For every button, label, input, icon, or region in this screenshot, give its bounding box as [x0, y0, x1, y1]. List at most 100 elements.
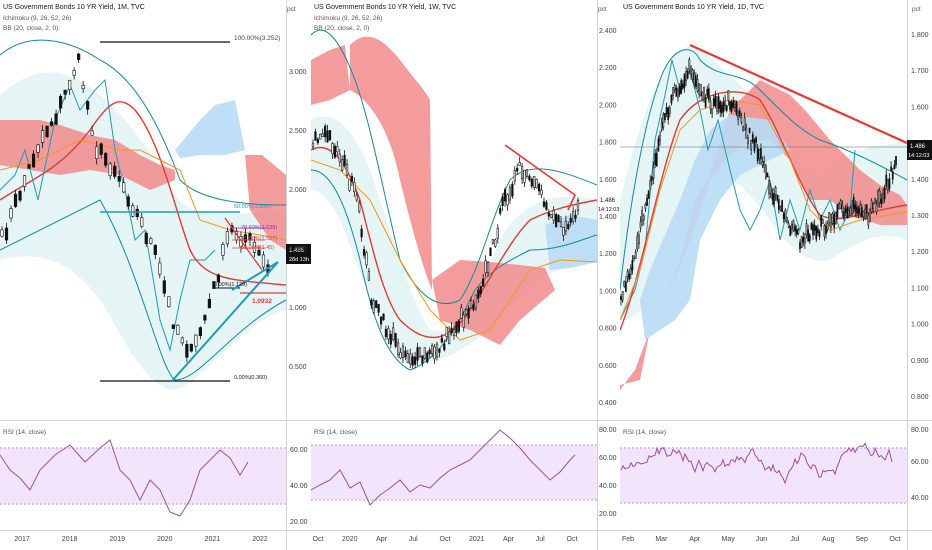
candle-body — [882, 193, 884, 200]
candle-body — [22, 175, 27, 187]
y-tick-label: 0.400 — [599, 400, 617, 407]
panel-2-x-axis[interactable]: Oct 2020 Apr Jul Oct 2021 Apr Jul Oct — [313, 536, 578, 543]
candle-body — [852, 197, 855, 209]
candle-body — [646, 197, 648, 206]
candle-body — [652, 166, 655, 179]
candle-body — [564, 220, 567, 232]
candle-body — [678, 85, 681, 95]
candle-body — [338, 153, 341, 163]
candle-body — [59, 95, 63, 109]
x-tick-label: Jul — [536, 536, 545, 543]
panel-3-y-axis-left[interactable]: 2.400 2.200 2.000 1.800 1.600 1.400 1.200 1.000… — [599, 28, 617, 407]
panel-3-x-axis[interactable]: Feb Mar Apr May Jun Jul Aug Sep Oct — [622, 536, 901, 543]
candle-body — [81, 84, 85, 90]
time-badge-2-text: 14:12:03 — [598, 207, 619, 213]
candle-body — [860, 207, 863, 217]
candle-body — [365, 252, 368, 266]
candle-body — [672, 87, 674, 96]
candle-body — [379, 316, 383, 325]
candle-body — [691, 69, 694, 80]
rsi2-tick-40: 40.00 — [599, 483, 617, 490]
candle-body — [628, 273, 630, 280]
candle-body — [769, 186, 772, 194]
rsi1-tick-40: 40.00 — [290, 483, 308, 490]
candle-body — [389, 333, 392, 345]
candle-body — [180, 337, 184, 344]
candle-body — [126, 196, 130, 207]
y-tick-label: 0.500 — [289, 364, 307, 371]
candle-body — [367, 271, 371, 281]
panel-3-y-axis-right[interactable]: 1.8001.7001.6001.5001.4001.3001.2001.100… — [911, 32, 929, 401]
y-tick-label: 1.700 — [911, 68, 929, 75]
candle-body — [149, 238, 153, 244]
candle-body — [802, 236, 805, 243]
panel-daily[interactable]: US Government Bonds 10 YR Yield, 1D, TVC… — [598, 0, 932, 550]
candle-body — [625, 281, 627, 292]
price-badge-1-text: 1.486 — [289, 248, 305, 254]
candle-body — [394, 333, 397, 347]
x-tick-label: 2020 — [157, 536, 173, 543]
candle-body — [574, 214, 577, 219]
candle-body — [555, 214, 558, 228]
bb-upper-2 — [311, 29, 597, 305]
bb-band-fill-3 — [620, 45, 907, 320]
x-tick-label: 2021 — [469, 536, 485, 543]
candle-body — [482, 278, 485, 287]
candle-body — [321, 133, 324, 138]
y-tick-label: 1.000 — [599, 288, 617, 295]
x-tick-label: Jul — [409, 536, 418, 543]
x-tick-label: Jul — [790, 536, 799, 543]
candle-body — [538, 183, 541, 192]
candle-body — [784, 209, 787, 221]
candle-body — [826, 222, 829, 230]
x-tick-label: 2017 — [14, 536, 30, 543]
candle-body — [812, 224, 814, 236]
candle-body — [108, 163, 112, 177]
candle-body — [450, 327, 453, 334]
candle-body — [243, 234, 248, 243]
candle-body — [345, 163, 349, 176]
candle-body — [641, 210, 644, 222]
price-badge-3-text: 1.486 — [910, 144, 926, 150]
candle-body — [435, 343, 439, 358]
candle-body — [873, 198, 876, 204]
candle-body — [807, 229, 809, 242]
panel-1-x-axis[interactable]: 2017 2018 2019 2020 2021 2022 — [14, 536, 268, 543]
candle-body — [486, 262, 490, 273]
panel-weekly[interactable]: US Government Bonds 10 YR Yield, 1W, TVC… — [287, 0, 620, 550]
candle-body — [528, 175, 531, 181]
panel-2-unit: pct — [287, 6, 296, 13]
candle-body — [411, 356, 414, 366]
trendline-red-2 — [504, 144, 577, 211]
candle-body — [668, 107, 671, 114]
panel-2-y-axis[interactable]: 3.000 2.500 2.000 1.500 1.000 0.500 — [289, 69, 307, 371]
candle-body — [401, 345, 405, 358]
level-label-10932: 1.0932 — [252, 298, 272, 305]
bb-lower — [0, 199, 286, 381]
candle-body — [680, 80, 683, 94]
candle-body — [316, 138, 319, 144]
candle-body — [559, 221, 563, 227]
candle-body — [311, 143, 315, 148]
candle-body — [839, 200, 842, 210]
ma-orange — [0, 139, 286, 241]
candle-body — [696, 79, 699, 92]
candle-body — [620, 296, 622, 300]
candle-body — [693, 72, 696, 85]
y-tick-label: 0.800 — [599, 326, 617, 333]
candle-body — [880, 199, 883, 204]
candle-body — [797, 229, 800, 234]
x-tick-label: 2022 — [252, 536, 268, 543]
candle-body — [440, 337, 443, 343]
panel-1-price-axis[interactable] — [286, 0, 311, 420]
candle-body — [567, 223, 570, 229]
rsi-label-3: RSI (14, close) — [623, 429, 666, 436]
candle-body — [664, 113, 666, 121]
candle-body — [257, 249, 261, 256]
y-tick-label: 1.400 — [911, 177, 929, 184]
panel-1-title: US Government Bonds 10 YR Yield, 1M, TVC — [3, 4, 145, 11]
candle-body — [813, 224, 816, 231]
y-tick-label: 1.500 — [289, 246, 307, 253]
